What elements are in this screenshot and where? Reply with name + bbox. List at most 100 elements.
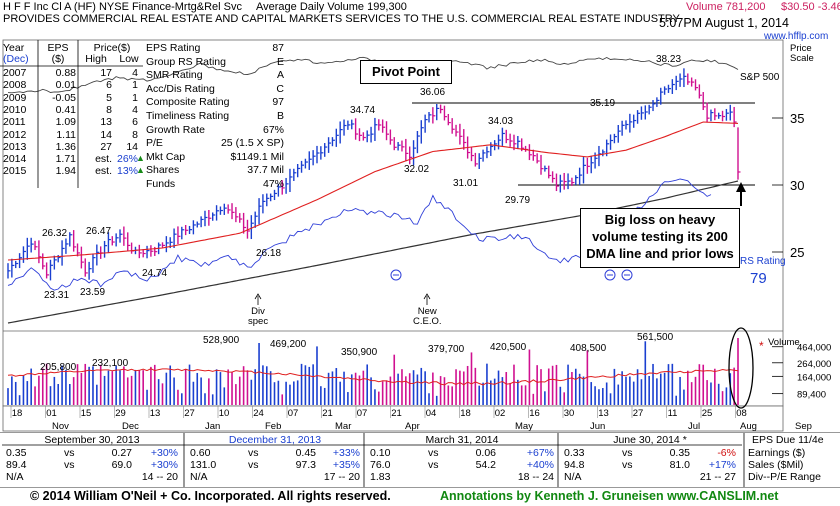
history-year: 2009 (3, 91, 27, 104)
pivot-point-callout: Pivot Point (360, 60, 452, 84)
month-label: Aug (740, 421, 757, 432)
rating-value: 67% (262, 123, 284, 136)
history-eps: 1.09 (55, 116, 76, 129)
history-high: 5 (106, 91, 112, 104)
copyright: © 2014 William O'Neil + Co. Incorporated… (30, 489, 391, 503)
history-header-eps: EPS (47, 42, 69, 54)
quarter-change: 21 -- 27 (699, 471, 736, 483)
quarter-prior: 97.3 (295, 459, 316, 471)
history-eps: 0.01 (55, 79, 76, 92)
history-high: 27 (100, 140, 112, 153)
quarter-value: 89.4 (6, 459, 27, 471)
chart-header: H F F Inc Cl A (HF) NYSE Finance-Mrtg&Re… (0, 0, 840, 64)
history-table: Year (Dec) EPS ($) Price($) High Low 2007 0.88 17… (0, 40, 145, 190)
history-high: 6 (106, 79, 112, 92)
quarter-vs: vs (248, 447, 259, 459)
month-label: Feb (265, 421, 281, 432)
history-grid (0, 40, 143, 188)
price-label: 26.47 (86, 226, 111, 237)
rating-label: Timeliness Rating (146, 110, 230, 122)
price-label: 36.06 (420, 87, 445, 98)
quarter-vs: vs (428, 447, 439, 459)
company-site: www.hfflp.com (764, 31, 829, 42)
price-label: 26.32 (42, 228, 67, 239)
quarter-vs: vs (248, 459, 259, 471)
price-label: 29.79 (505, 195, 530, 206)
history-eps: 1.11 (56, 128, 76, 141)
date-tick-label: 08 (736, 408, 747, 419)
quarter-prior: 0.27 (111, 447, 132, 459)
date-tick-label: 10 (219, 408, 230, 419)
date-tick-label: 21 (322, 408, 333, 419)
avg-volume: Average Daily Volume 199,300 (256, 1, 407, 13)
ticker-line: H F F Inc Cl A (HF) NYSE Finance-Mrtg&Re… (3, 1, 242, 13)
price-label: 23.59 (80, 287, 105, 298)
price-label: 24.74 (142, 268, 167, 279)
price-label: 31.01 (453, 178, 478, 189)
rating-value: E (276, 55, 284, 68)
quarter-value: 0.10 (370, 447, 391, 459)
history-year: 2013 (3, 140, 27, 153)
date-tick-label: 16 (529, 408, 540, 419)
rating-value: 87 (272, 42, 284, 54)
up-arrow-icon: ▲ (136, 165, 145, 176)
date-tick-label: 18 (12, 408, 23, 419)
big-loss-callout: Big loss on heavy volume testing its 200… (580, 208, 740, 268)
new-ceo-label: New C.E.O. (413, 306, 442, 327)
rating-label: Acc/Dis Rating (146, 82, 215, 95)
history-year: 2007 (3, 67, 27, 79)
history-eps: 0.41 (55, 103, 76, 116)
volume-label: 420,500 (490, 342, 527, 353)
rating-value: B (276, 110, 284, 122)
volume-axis-label: Volume (768, 337, 800, 348)
credits: Annotations by Kenneth J. Gruneisen www.… (440, 489, 779, 503)
rating-label: Group RS Rating (146, 55, 226, 68)
date-tick-label: 07 (288, 408, 299, 419)
history-eps: 1.36 (55, 140, 76, 153)
history-year: 2012 (3, 128, 27, 141)
price-scale-label: Price Scale (790, 43, 814, 64)
volume-label: 469,200 (270, 339, 307, 350)
volume-star-icon: * (759, 339, 764, 353)
history-header-low: Low (119, 53, 139, 65)
volume-label: 232,100 (92, 358, 129, 369)
history-low: 6 (132, 116, 138, 129)
history-year: 2008 (3, 79, 27, 92)
quarter-value: 0.33 (564, 447, 585, 459)
date-tick-label: 11 (668, 408, 678, 419)
quarter-title: June 30, 2014 * (613, 434, 687, 446)
quarter-vs: vs (622, 459, 633, 471)
quarter-title: December 31, 2013 (228, 434, 322, 446)
history-high: 17 (100, 67, 112, 79)
quarter-title: September 30, 2013 (44, 434, 140, 446)
rating-value: 37.7 Mil (247, 164, 284, 177)
minus-marker-icon (604, 269, 616, 281)
history-low: 4 (132, 103, 138, 116)
rs-rating-value: 79 (750, 270, 767, 287)
price-label: 38.23 (656, 54, 681, 65)
volume-label: 561,500 (637, 332, 674, 343)
volume-tick-label: 89,400 (797, 390, 826, 401)
date-tick-label: 18 (460, 408, 471, 419)
quarter-value: N/A (564, 471, 582, 483)
quarter-value: 76.0 (370, 459, 391, 471)
arrow-head-icon (423, 293, 431, 300)
history-header-price: Price($) (93, 42, 131, 54)
month-label: Sep (795, 421, 812, 432)
history-year: 2014 (3, 153, 27, 166)
quarter-value: 1.83 (370, 471, 391, 483)
history-low: 14 (126, 140, 138, 153)
quarter-change: +30% (150, 459, 178, 471)
volume-today: Volume 781,200 (686, 1, 766, 13)
date-tick-label: 30 (564, 408, 575, 419)
quarter-value: N/A (190, 471, 208, 483)
history-header-eps-unit: ($) (51, 53, 65, 65)
company-description: PROVIDES COMMERCIAL REAL ESTATE AND CAPI… (3, 13, 680, 25)
footer-grid (2, 433, 745, 488)
rating-label: Growth Rate (146, 123, 205, 136)
quarter-change: +17% (708, 459, 736, 471)
volume-label: 408,500 (570, 343, 607, 354)
history-year: 2011 (3, 116, 26, 129)
quarter-change: +67% (526, 447, 554, 459)
price-tick-label: 30 (790, 178, 804, 193)
